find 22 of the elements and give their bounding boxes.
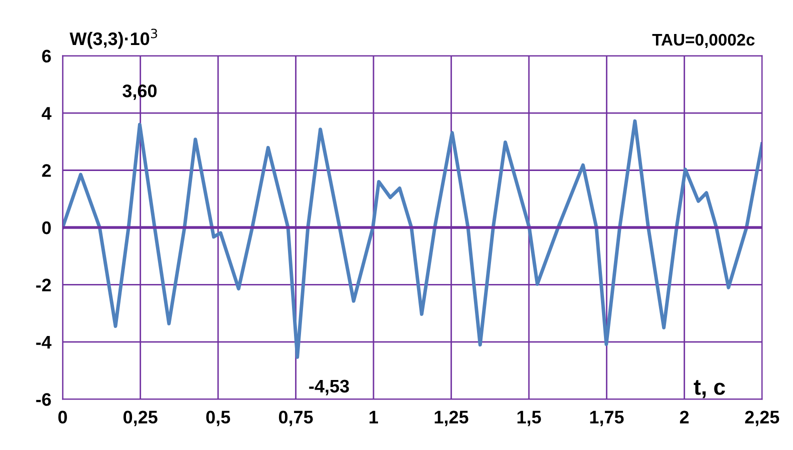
y-tick-label: -6	[36, 393, 51, 406]
x-tick-label: 0,25	[124, 410, 158, 426]
y-tick-label: -4	[36, 336, 52, 348]
y-tick-label: 4	[42, 107, 52, 120]
y-tick-label: 2	[42, 164, 51, 177]
x-tick-label: 0	[58, 410, 67, 424]
x-tick-label: 1	[370, 410, 378, 424]
x-tick-label: 0,75	[278, 410, 313, 426]
text: TAU=0,0002c	[652, 34, 755, 48]
x-tick-label: 1,75	[590, 410, 624, 426]
annotation: -4,53	[309, 380, 349, 396]
y-tick-label: 0	[42, 221, 51, 234]
x-tick-label: 2	[680, 410, 689, 424]
x-tick-label: 1,5	[518, 410, 541, 426]
y-tick-label: -2	[36, 278, 51, 292]
x-axis-title: t, c	[694, 380, 726, 398]
x-tick-label: 1,25	[434, 410, 468, 426]
x-tick-label: 2,25	[745, 410, 780, 426]
y-axis-title: W(3,3)·10$^{3}$	[70, 28, 158, 49]
x-tick-label: 0,5	[206, 410, 230, 426]
y-tick-label: 6	[42, 50, 51, 63]
line-series	[62, 119, 762, 359]
